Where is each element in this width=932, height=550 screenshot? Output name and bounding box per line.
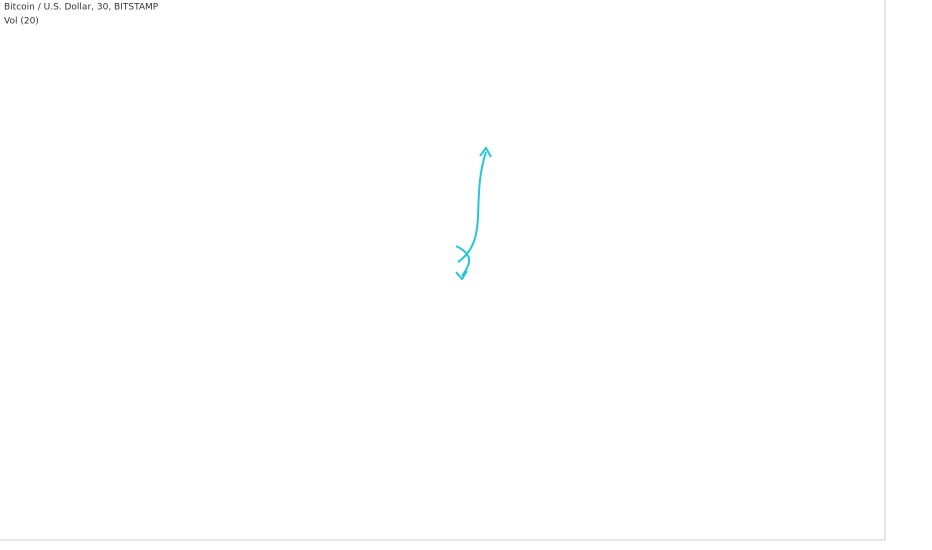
arrow-down [455,245,471,277]
arrow-head [455,270,468,281]
arrow-head [479,146,492,158]
time-axis [0,540,885,550]
volume-label: Vol (20) [4,17,39,27]
chart-title: Bitcoin / U.S. Dollar, 30, BITSTAMP [4,3,159,13]
cyan-arrows [455,146,492,281]
price-axis [885,0,932,550]
